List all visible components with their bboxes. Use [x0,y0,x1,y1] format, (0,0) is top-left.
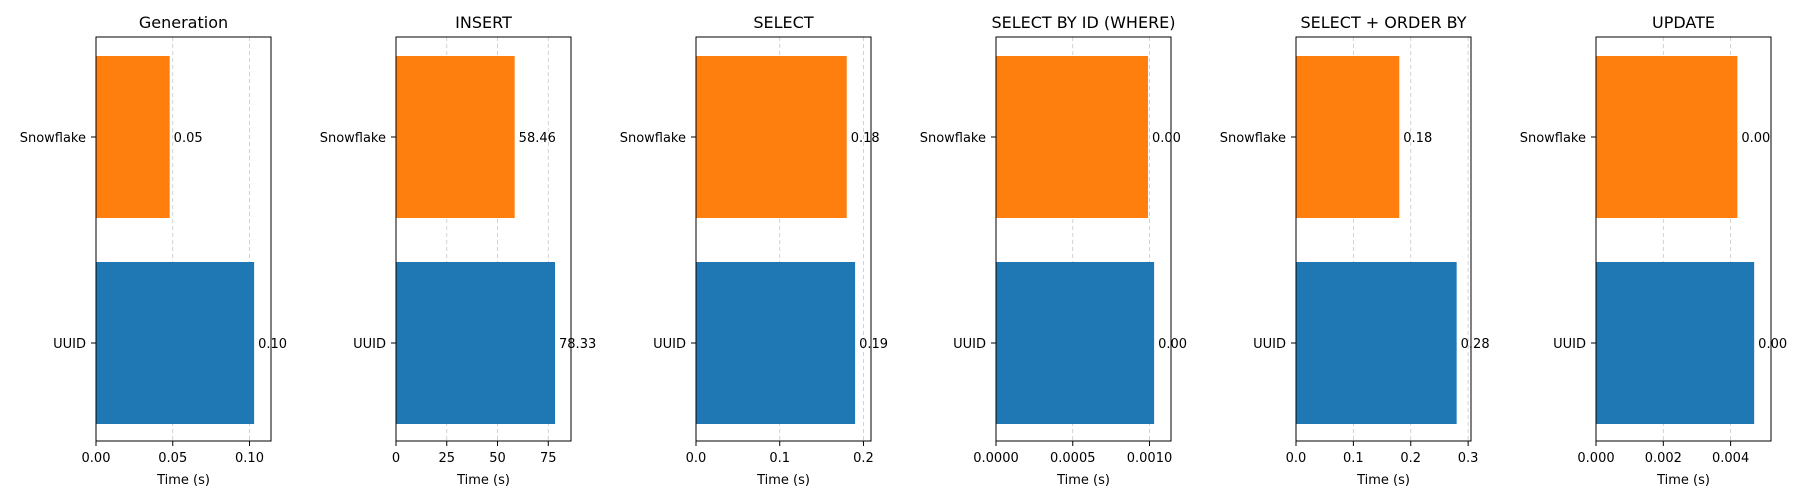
x-tick-label: 0 [392,451,400,466]
x-axis-label: Time (s) [756,473,810,488]
x-axis-label: Time (s) [456,473,510,488]
x-tick-label: 0.3 [1458,451,1479,466]
chart-panel: 0.00 UUID 0.00 Snowflake 0.0000 0.0005 0.0010 S… [920,13,1187,488]
y-tick-label: UUID [53,337,86,352]
x-tick-label: 0.004 [1712,451,1749,466]
axes-frame [1295,36,1472,442]
x-tick-label: 0.2 [1400,451,1421,466]
data-label: 0.10 [258,337,287,352]
x-axis-label: Time (s) [1356,473,1410,488]
data-label: 58.46 [519,131,556,146]
bar-uuid [396,262,556,424]
axes-frame [95,36,272,442]
x-axis-label: Time (s) [156,473,210,488]
x-axis-label: Time (s) [1656,473,1710,488]
bar-snowflake [96,56,170,218]
y-tick-label: Snowflake [620,131,686,146]
data-label: 0.00 [1758,337,1787,352]
x-tick-label: 0.1 [1343,451,1364,466]
axes-frame [395,36,572,442]
bar-uuid [1596,262,1755,424]
y-tick-label: Snowflake [320,131,386,146]
data-label: 0.18 [1403,131,1432,146]
bar-uuid [1296,262,1457,424]
y-tick-label: UUID [653,337,686,352]
chart-title: UPDATE [1652,13,1715,32]
chart-panel: 0.28 UUID 0.18 Snowflake 0.0 0.1 0.2 0.3 SELECT … [1220,13,1490,488]
x-tick-label: 50 [489,451,506,466]
x-tick-label: 0.000 [1577,451,1614,466]
chart-title: SELECT [753,13,813,32]
chart-panel: 78.33 UUID 58.46 Snowflake 0 25 50 75 INSERT Time… [320,13,597,488]
data-label: 0.00 [1152,131,1181,146]
axes-frame [695,36,872,442]
chart-panel: 0.19 UUID 0.18 Snowflake 0.0 0.1 0.2 SELECT Time… [620,13,888,488]
bar-snowflake [1296,56,1400,218]
data-label: 0.18 [851,131,880,146]
bar-snowflake [1596,56,1738,218]
chart-panel: 0.10 UUID 0.05 Snowflake 0.00 0.05 0.10 Generat… [20,13,287,488]
y-tick-label: UUID [353,337,386,352]
axes-frame [995,36,1172,442]
data-label: 0.28 [1461,337,1490,352]
x-tick-label: 0.0010 [1127,451,1173,466]
chart-title: SELECT BY ID (WHERE) [991,13,1175,32]
data-label: 78.33 [559,337,596,352]
data-label: 0.00 [1741,131,1770,146]
chart-title: SELECT + ORDER BY [1300,13,1466,32]
x-tick-label: 0.05 [158,451,187,466]
x-tick-label: 0.0005 [1050,451,1096,466]
y-tick-label: UUID [953,337,986,352]
x-tick-label: 0.2 [853,451,874,466]
data-label: 0.05 [174,131,203,146]
bar-snowflake [396,56,515,218]
bar-snowflake [996,56,1148,218]
x-tick-label: 0.10 [235,451,264,466]
x-tick-label: 0.1 [769,451,790,466]
y-tick-label: UUID [1553,337,1586,352]
y-tick-label: Snowflake [1220,131,1286,146]
x-tick-label: 75 [540,451,557,466]
bar-uuid [96,262,255,424]
y-tick-label: Snowflake [20,131,86,146]
x-tick-label: 25 [438,451,455,466]
x-tick-label: 0.0 [686,451,707,466]
data-label: 0.19 [859,337,888,352]
axes-frame [1595,36,1772,442]
y-tick-label: Snowflake [1520,131,1586,146]
chart-title: Generation [139,13,228,32]
y-tick-label: UUID [1253,337,1286,352]
x-tick-label: 0.0 [1286,451,1307,466]
bar-uuid [696,262,856,424]
chart-title: INSERT [455,13,512,32]
bar-uuid [996,262,1155,424]
data-label: 0.00 [1158,337,1187,352]
bar-snowflake [696,56,847,218]
x-tick-label: 0.00 [82,451,111,466]
y-tick-label: Snowflake [920,131,986,146]
x-axis-label: Time (s) [1056,473,1110,488]
chart-panel: 0.00 UUID 0.00 Snowflake 0.000 0.002 0.004 UPDA… [1520,13,1787,488]
x-tick-label: 0.0000 [973,451,1019,466]
x-tick-label: 0.002 [1645,451,1682,466]
